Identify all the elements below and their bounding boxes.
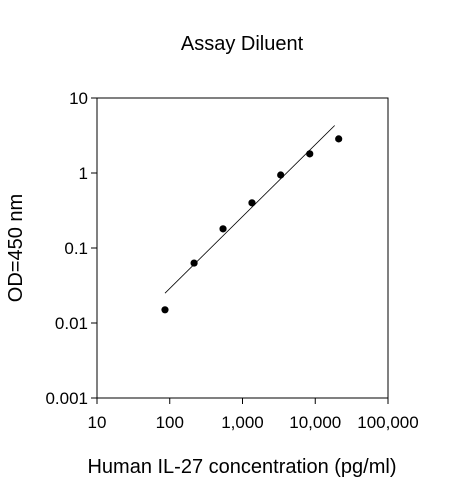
y-tick-label: 10 bbox=[69, 89, 88, 108]
x-tick-label: 10 bbox=[88, 413, 107, 432]
data-point bbox=[219, 225, 227, 233]
x-tick-label: 10,000 bbox=[289, 413, 341, 432]
y-axis-label: OD=450 nm bbox=[5, 194, 27, 302]
data-points bbox=[161, 135, 343, 314]
x-tick-label: 100,000 bbox=[357, 413, 418, 432]
x-tick-label: 1,000 bbox=[221, 413, 264, 432]
data-point bbox=[335, 135, 343, 143]
data-point bbox=[161, 306, 169, 314]
data-point bbox=[248, 199, 256, 207]
y-axis-ticks: 0.001 0.01 0.1 1 10 bbox=[45, 89, 97, 408]
y-tick-label: 1 bbox=[79, 164, 88, 183]
chart-title: Assay Diluent bbox=[181, 33, 304, 55]
x-axis-ticks: 10 100 1,000 10,000 100,000 bbox=[88, 398, 419, 432]
data-point bbox=[306, 150, 314, 158]
y-tick-label: 0.01 bbox=[55, 314, 88, 333]
y-tick-label: 0.001 bbox=[45, 389, 88, 408]
y-tick-label: 0.1 bbox=[64, 239, 88, 258]
x-tick-label: 100 bbox=[156, 413, 184, 432]
data-point bbox=[190, 259, 198, 267]
data-point bbox=[277, 171, 285, 179]
x-axis-label: Human IL-27 concentration (pg/ml) bbox=[87, 456, 396, 478]
plot-area bbox=[96, 97, 389, 399]
